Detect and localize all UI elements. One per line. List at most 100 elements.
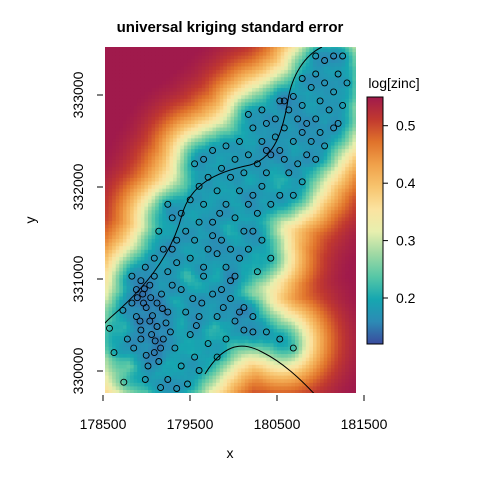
heatmap-cell — [140, 188, 146, 193]
heatmap-cell — [151, 65, 156, 71]
heatmap-cell — [162, 47, 167, 49]
heatmap-cell — [198, 109, 203, 114]
heatmap-cell — [169, 162, 174, 168]
heatmap-cell — [137, 80, 142, 85]
heatmap-cell — [248, 209, 253, 214]
heatmap-cell — [205, 303, 210, 308]
heatmap-cell — [262, 170, 267, 175]
heatmap-cell — [122, 267, 128, 272]
heatmap-cell — [105, 242, 110, 247]
heatmap-cell — [208, 69, 214, 74]
heatmap-cell — [252, 335, 257, 340]
heatmap-cell — [212, 112, 217, 117]
heatmap-cell — [108, 62, 113, 67]
heatmap-cell — [122, 389, 128, 393]
heatmap-cell — [148, 94, 153, 99]
heatmap-cell — [115, 292, 120, 297]
heatmap-cell — [244, 180, 250, 186]
heatmap-cell — [158, 328, 163, 333]
heatmap-cell — [148, 47, 153, 49]
heatmap-cell — [169, 245, 174, 250]
heatmap-cell — [252, 188, 257, 193]
heatmap-cell — [155, 191, 160, 196]
heatmap-cell — [252, 180, 257, 186]
heatmap-cell — [176, 47, 181, 49]
heatmap-cell — [201, 267, 206, 272]
heatmap-cell — [191, 55, 196, 60]
heatmap-cell — [105, 216, 110, 222]
heatmap-cell — [208, 299, 214, 304]
heatmap-cell — [173, 324, 178, 329]
heatmap-cell — [237, 76, 242, 81]
heatmap-cell — [219, 55, 224, 60]
heatmap-cell — [212, 195, 217, 200]
heatmap-cell — [230, 227, 235, 232]
heatmap-cell — [187, 55, 192, 60]
heatmap-cell — [191, 288, 196, 293]
heatmap-cell — [162, 91, 167, 96]
heatmap-cell — [119, 98, 124, 103]
heatmap-cell — [241, 328, 246, 333]
heatmap-cell — [252, 385, 257, 390]
heatmap-cell — [216, 292, 221, 297]
heatmap-cell — [219, 195, 224, 200]
heatmap-cell — [194, 213, 199, 218]
heatmap-cell — [155, 331, 160, 337]
heatmap-cell — [194, 209, 199, 214]
heatmap-cell — [201, 105, 206, 110]
heatmap-cell — [234, 360, 239, 365]
heatmap-cell — [115, 195, 120, 200]
heatmap-cell — [122, 159, 128, 164]
heatmap-cell — [112, 227, 117, 232]
heatmap-cell — [266, 91, 271, 96]
heatmap-cell — [219, 306, 224, 311]
heatmap-cell — [151, 144, 156, 150]
heatmap-cell — [173, 73, 178, 78]
heatmap-cell — [259, 213, 264, 218]
heatmap-cell — [133, 375, 138, 380]
heatmap-cell — [183, 224, 189, 229]
heatmap-cell — [144, 321, 149, 326]
heatmap-cell — [176, 148, 181, 153]
heatmap-cell — [115, 274, 120, 279]
heatmap-cell — [148, 371, 153, 376]
heatmap-cell — [277, 267, 282, 272]
heatmap-cell — [151, 364, 156, 369]
heatmap-cell — [252, 242, 257, 247]
heatmap-cell — [284, 328, 289, 333]
heatmap-cell — [176, 216, 181, 222]
heatmap-cell — [148, 242, 153, 247]
heatmap-cell — [269, 94, 275, 99]
heatmap-cell — [126, 357, 131, 362]
heatmap-cell — [212, 184, 217, 189]
heatmap-cell — [259, 371, 264, 376]
heatmap-cell — [287, 335, 293, 340]
heatmap-cell — [277, 306, 282, 311]
heatmap-cell — [255, 317, 260, 322]
heatmap-cell — [187, 116, 192, 121]
heatmap-cell — [269, 310, 275, 315]
heatmap-cell — [255, 267, 260, 272]
heatmap-cell — [187, 360, 192, 365]
heatmap-cell — [108, 101, 113, 107]
heatmap-cell — [273, 389, 278, 393]
heatmap-cell — [255, 155, 260, 160]
heatmap-cell — [115, 80, 120, 85]
heatmap-cell — [176, 62, 181, 67]
heatmap-cell — [155, 162, 160, 168]
heatmap-cell — [148, 367, 153, 373]
heatmap-cell — [183, 51, 189, 56]
heatmap-cell — [234, 144, 239, 150]
heatmap-cell — [266, 303, 271, 308]
heatmap-cell — [241, 299, 246, 304]
heatmap-cell — [234, 159, 239, 164]
heatmap-cell — [216, 177, 221, 182]
heatmap-cell — [130, 310, 135, 315]
heatmap-cell — [248, 306, 253, 311]
heatmap-cell — [180, 91, 185, 96]
heatmap-cell — [187, 378, 192, 383]
heatmap-cell — [162, 101, 167, 107]
heatmap-cell — [122, 166, 128, 171]
heatmap-cell — [165, 357, 171, 362]
heatmap-cell — [140, 65, 146, 71]
